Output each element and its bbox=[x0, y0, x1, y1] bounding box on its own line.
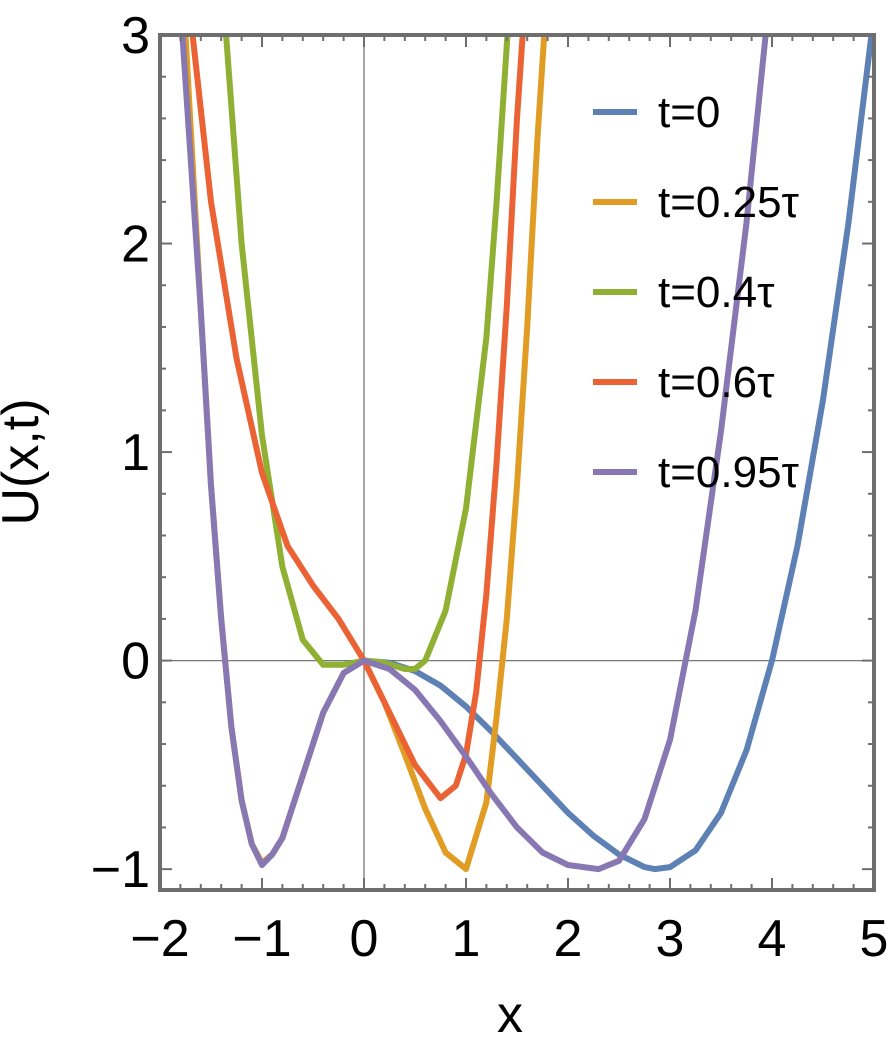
x-tick-label: 0 bbox=[350, 910, 379, 968]
x-tick-label: −2 bbox=[130, 910, 189, 968]
y-tick-label: −1 bbox=[91, 841, 150, 899]
x-tick-label: 1 bbox=[452, 910, 481, 968]
legend-label: t=0 bbox=[658, 88, 720, 137]
tick-marks bbox=[159, 34, 875, 890]
legend-label: t=0.6τ bbox=[658, 358, 775, 407]
legend-label: t=0.25τ bbox=[658, 178, 800, 227]
series-line-4 bbox=[179, 35, 769, 873]
y-axis-label: U(x,t) bbox=[0, 398, 50, 525]
y-tick-label: 2 bbox=[121, 216, 150, 274]
series-line-0 bbox=[361, 35, 874, 873]
frame-rect bbox=[158, 33, 876, 892]
y-tick-label: 0 bbox=[121, 633, 150, 691]
y-tick-label: 3 bbox=[121, 7, 150, 65]
x-tick-label: −1 bbox=[232, 910, 291, 968]
x-tick-label: 2 bbox=[554, 910, 583, 968]
x-tick-label: 4 bbox=[758, 910, 787, 968]
x-axis-label: x bbox=[497, 986, 523, 1044]
legend: t=0 t=0.25τ t=0.4τ t=0.6τ t=0.95τ bbox=[593, 88, 800, 497]
x-tick-label: 3 bbox=[656, 910, 685, 968]
x-tick-labels: −2 −1 0 1 2 3 4 5 bbox=[130, 910, 888, 968]
series-layer bbox=[179, 35, 874, 873]
series-line-3 bbox=[189, 35, 526, 802]
legend-label: t=0.95τ bbox=[658, 448, 800, 497]
legend-label: t=0.4τ bbox=[658, 268, 775, 317]
y-tick-labels: −1 0 1 2 3 bbox=[91, 7, 150, 899]
series-line-2 bbox=[223, 35, 511, 672]
plot-frame bbox=[158, 33, 876, 892]
x-tick-label: 5 bbox=[860, 910, 889, 968]
zero-axes bbox=[160, 35, 874, 890]
y-tick-label: 1 bbox=[121, 424, 150, 482]
